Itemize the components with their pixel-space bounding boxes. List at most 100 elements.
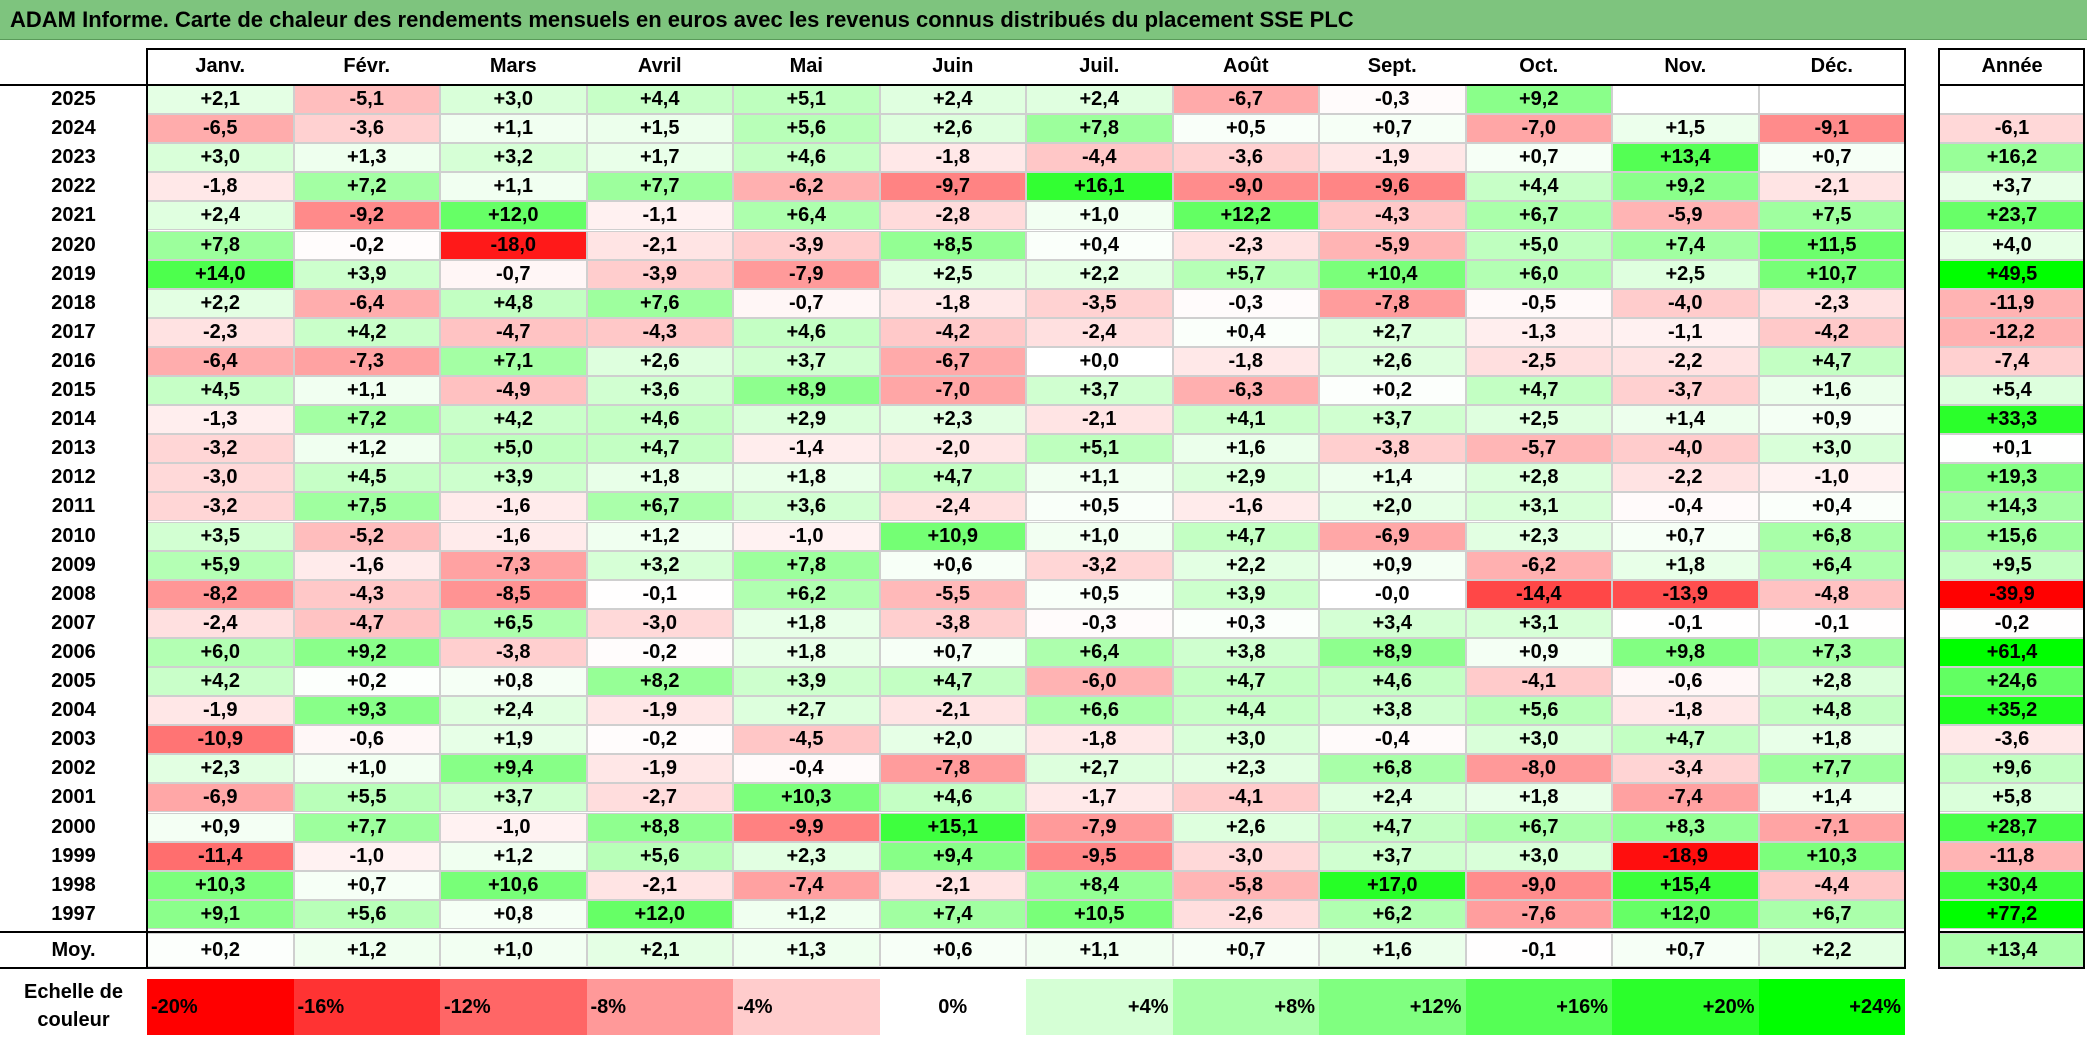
heatmap-cell: +7,8 xyxy=(1026,114,1173,144)
heatmap-cell: +7,3 xyxy=(1758,637,1905,667)
year-label: 2001 xyxy=(51,786,96,809)
heatmap-cell: +3,8 xyxy=(1319,696,1466,726)
heatmap-cell: +1,1 xyxy=(440,172,587,202)
legend-swatch: -12% xyxy=(440,979,587,1035)
heatmap-cell: -8,2 xyxy=(147,579,294,609)
heatmap-cell: -2,1 xyxy=(1758,172,1905,202)
heatmap-cell: -4,5 xyxy=(733,725,880,755)
year-label: 2024 xyxy=(51,117,96,140)
legend-swatch: +12% xyxy=(1319,979,1466,1035)
heatmap-cell: +9,8 xyxy=(1612,637,1759,667)
heatmap-cell: -0,3 xyxy=(1172,288,1319,318)
heatmap-cell: -7,8 xyxy=(879,754,1026,784)
heatmap-cell: +0,4 xyxy=(1172,317,1319,347)
average-cell: +1,6 xyxy=(1319,933,1466,967)
heatmap-cell: -3,2 xyxy=(1026,550,1173,580)
annual-cell: +30,4 xyxy=(1939,870,2085,900)
heatmap-cell: +7,8 xyxy=(733,550,880,580)
average-cell: +1,0 xyxy=(440,933,587,967)
heatmap-cell: +8,3 xyxy=(1612,812,1759,842)
heatmap-cell: +3,2 xyxy=(440,143,587,173)
year-label: 2025 xyxy=(51,88,96,111)
heatmap-cell: -1,1 xyxy=(1612,317,1759,347)
heatmap-cell: +1,0 xyxy=(293,754,440,784)
heatmap-cell: +4,4 xyxy=(586,85,733,115)
heatmap-cell: +6,7 xyxy=(1758,899,1905,929)
heatmap-cell: -9,6 xyxy=(1319,172,1466,202)
heatmap-cell: +2,0 xyxy=(1319,492,1466,522)
heatmap-cell: +1,8 xyxy=(1758,725,1905,755)
heatmap-cell: +2,5 xyxy=(1612,259,1759,289)
annual-cell: +5,4 xyxy=(1939,376,2085,406)
year-label: 2000 xyxy=(51,815,96,838)
heatmap-cell: +15,4 xyxy=(1612,870,1759,900)
heatmap-cell: +10,9 xyxy=(879,521,1026,551)
annual-cell: +33,3 xyxy=(1939,405,2085,435)
heatmap-cell: -1,3 xyxy=(147,405,294,435)
annual-average-cell: +13,4 xyxy=(1939,933,2085,967)
heatmap-cell: +9,1 xyxy=(147,899,294,929)
year-label: 2015 xyxy=(51,379,96,402)
legend-title-line2: couleur xyxy=(37,1009,110,1031)
heatmap-cell: -3,6 xyxy=(1172,143,1319,173)
heatmap-cell: +17,0 xyxy=(1319,870,1466,900)
heatmap-cell: +1,5 xyxy=(586,114,733,144)
annual-cell: -6,1 xyxy=(1939,114,2085,144)
annual-cell: +49,5 xyxy=(1939,259,2085,289)
annual-cell: +28,7 xyxy=(1939,812,2085,842)
heatmap-cell: -8,5 xyxy=(440,579,587,609)
heatmap-cell: +0,3 xyxy=(1172,608,1319,638)
heatmap-cell: +4,1 xyxy=(1172,405,1319,435)
month-header: Janv. xyxy=(195,55,246,77)
heatmap-cell: +10,4 xyxy=(1319,259,1466,289)
heatmap-cell: +4,7 xyxy=(1465,376,1612,406)
heatmap-cell: -4,9 xyxy=(440,376,587,406)
heatmap-cell: +6,7 xyxy=(1465,201,1612,231)
heatmap-cell: -6,3 xyxy=(1172,376,1319,406)
annual-cell: +61,4 xyxy=(1939,637,2085,667)
average-separator-bottom xyxy=(0,967,1905,969)
heatmap-cell: +4,8 xyxy=(1758,696,1905,726)
heatmap-cell: +2,1 xyxy=(147,85,294,115)
legend-swatch: -16% xyxy=(293,979,440,1035)
heatmap-cell: +3,8 xyxy=(1172,637,1319,667)
heatmap-cell: -1,9 xyxy=(1319,143,1466,173)
annual-cell: +0,1 xyxy=(1939,434,2085,464)
heatmap-cell: -2,2 xyxy=(1612,463,1759,493)
heatmap-cell: -3,5 xyxy=(1026,288,1173,318)
heatmap-cell: +0,4 xyxy=(1758,492,1905,522)
heatmap-cell: -1,0 xyxy=(733,521,880,551)
heatmap-cell: +2,6 xyxy=(586,346,733,376)
heatmap-cell: +7,4 xyxy=(1612,230,1759,260)
heatmap-cell: +5,6 xyxy=(733,114,880,144)
average-cell: -0,1 xyxy=(1465,933,1612,967)
heatmap-cell: +6,8 xyxy=(1319,754,1466,784)
heatmap-cell: +0,5 xyxy=(1026,579,1173,609)
heatmap-cell: -6,9 xyxy=(147,783,294,813)
heatmap-cell: +3,2 xyxy=(586,550,733,580)
annual-cell: -12,2 xyxy=(1939,317,2085,347)
heatmap-cell: +12,0 xyxy=(586,899,733,929)
heatmap-cell: +10,3 xyxy=(733,783,880,813)
heatmap-cell: +3,0 xyxy=(147,143,294,173)
heatmap-cell: -1,8 xyxy=(147,172,294,202)
heatmap-cell: +0,7 xyxy=(293,870,440,900)
heatmap-cell: +2,6 xyxy=(1172,812,1319,842)
heatmap-cell: +4,7 xyxy=(1172,667,1319,697)
heatmap-cell: +1,2 xyxy=(440,841,587,871)
title-bar: ADAM Informe. Carte de chaleur des rende… xyxy=(0,0,2087,40)
heatmap-cell: +5,1 xyxy=(733,85,880,115)
year-label: 2011 xyxy=(51,495,96,518)
annual-cell: +23,7 xyxy=(1939,201,2085,231)
heatmap-cell: +4,6 xyxy=(879,783,1026,813)
heatmap-cell: +4,4 xyxy=(1172,696,1319,726)
month-header: Nov. xyxy=(1664,55,1707,77)
heatmap-cell: +0,2 xyxy=(1319,376,1466,406)
heatmap-cell: -2,4 xyxy=(879,492,1026,522)
heatmap-cell: -0,1 xyxy=(586,579,733,609)
heatmap-cell: -1,9 xyxy=(586,754,733,784)
heatmap-cell: +12,0 xyxy=(1612,899,1759,929)
heatmap-cell: +4,2 xyxy=(293,317,440,347)
heatmap-cell: -0,5 xyxy=(1465,288,1612,318)
heatmap-cell: -2,6 xyxy=(1172,899,1319,929)
